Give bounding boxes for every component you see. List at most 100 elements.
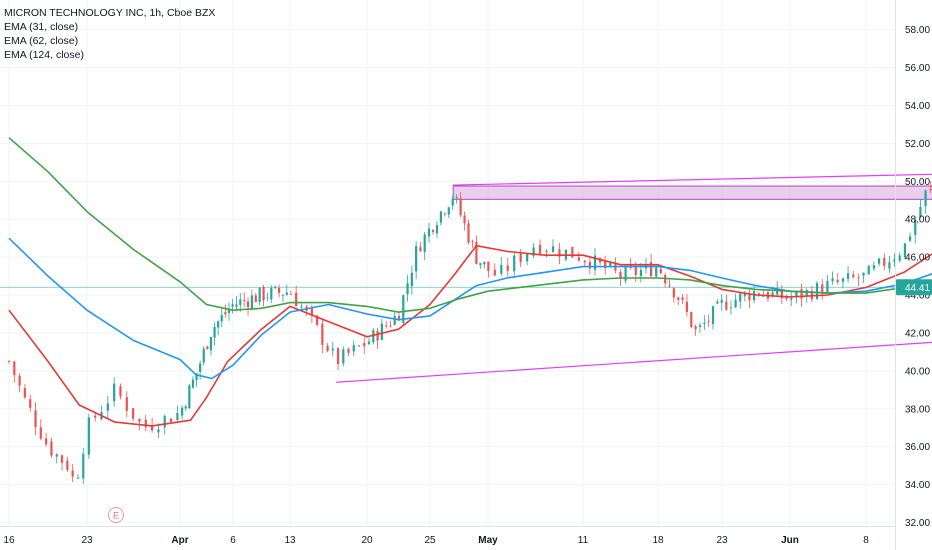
candle-body: [217, 321, 220, 328]
candle-body: [331, 348, 334, 351]
chart-legend: MICRON TECHNOLOGY INC, 1h, Cboe BZX EMA …: [4, 6, 215, 62]
candle-body: [479, 263, 482, 266]
candle-body: [34, 410, 37, 427]
candle-body: [397, 316, 401, 321]
candle-body: [795, 291, 798, 298]
candle-body: [558, 249, 561, 257]
candle-body: [39, 427, 42, 439]
candle-body: [125, 397, 128, 411]
time-tick-label: Apr: [171, 535, 188, 546]
candle-body: [295, 292, 298, 307]
candle-body: [780, 290, 783, 299]
candle-body: [435, 225, 439, 234]
candle-body: [725, 301, 728, 310]
candle-body: [639, 269, 642, 277]
candle-body: [144, 419, 147, 428]
candle-body: [23, 388, 27, 398]
candle-body: [224, 312, 227, 315]
ema-124-line: [8, 137, 932, 313]
ema-31-line: [8, 244, 932, 427]
candle-body: [883, 257, 886, 267]
candle-body: [846, 273, 850, 279]
candle-body: [771, 292, 774, 297]
candle-body: [389, 325, 392, 327]
last-price-label: 44.41: [905, 283, 930, 294]
candle-body: [372, 330, 375, 343]
price-tick-label: 44.00: [905, 291, 930, 302]
candle-body: [29, 399, 32, 408]
candle-body: [342, 349, 345, 364]
indicator-ema-62[interactable]: EMA (62, close): [4, 35, 79, 47]
candle-body: [519, 253, 522, 263]
earnings-marker: E: [108, 507, 124, 523]
price-tick-label: 46.00: [905, 253, 930, 264]
candle-body: [447, 207, 450, 215]
candle-body: [898, 255, 901, 261]
candle-body: [235, 304, 238, 307]
candle-body: [513, 255, 516, 272]
candle-body: [841, 278, 844, 282]
candle-body: [380, 323, 383, 340]
candle-body: [239, 299, 242, 306]
candle-body: [532, 247, 535, 256]
symbol-title[interactable]: MICRON TECHNOLOGY INC, 1h, Cboe BZX: [4, 7, 216, 19]
candle-body: [209, 336, 213, 351]
candle-body: [463, 215, 466, 224]
candle-body: [634, 266, 637, 275]
price-tick-label: 56.00: [905, 63, 930, 74]
candle-body: [455, 197, 458, 199]
candle-body: [113, 383, 116, 402]
price-tick-label: 42.00: [905, 328, 930, 339]
candle-body: [588, 261, 591, 269]
candle-body: [227, 309, 231, 313]
price-tick-label: 58.00: [905, 25, 930, 36]
candle-body: [285, 292, 288, 295]
candle-body: [707, 320, 710, 322]
price-tick-label: 48.00: [905, 215, 930, 226]
lower-trendline: [336, 341, 932, 383]
candle-body: [250, 295, 254, 310]
candle-body: [195, 373, 198, 381]
last-price-badge: 44.41: [896, 279, 932, 296]
candle-body: [650, 262, 653, 277]
candle-body: [867, 265, 870, 275]
candle-body: [471, 241, 474, 243]
candle-body: [169, 418, 173, 422]
candle-body: [66, 460, 69, 470]
candle-body: [720, 299, 723, 303]
candle-body: [71, 470, 74, 477]
candle-body: [677, 297, 680, 301]
candle-body: [571, 246, 574, 258]
candle-body: [281, 295, 285, 296]
candle-body: [690, 312, 693, 328]
candle-body: [419, 247, 422, 252]
last-price-background: [896, 279, 932, 296]
candle-body: [94, 415, 97, 418]
candle-body: [50, 441, 53, 456]
candle-body: [739, 293, 742, 302]
candle-body: [487, 261, 490, 271]
candle-body: [270, 288, 273, 300]
candle-body: [321, 323, 324, 345]
time-tick-label: 23: [81, 535, 93, 546]
candle-body: [289, 293, 293, 295]
candle-body: [220, 314, 223, 322]
indicator-ema-31[interactable]: EMA (31, close): [4, 21, 79, 33]
candle-body: [393, 315, 396, 325]
candle-body: [132, 408, 135, 419]
candle-body: [176, 413, 179, 421]
ema-62-line: [8, 237, 932, 380]
candle-body: [545, 251, 548, 252]
candle-body: [357, 345, 361, 347]
trendlines: [336, 173, 932, 383]
time-tick-label: 11: [578, 535, 589, 546]
candle-body: [609, 262, 612, 267]
price-tick-label: 40.00: [905, 366, 930, 377]
earnings-marker-label: E: [113, 511, 119, 521]
candle-body: [685, 301, 689, 312]
candle-body: [18, 375, 21, 386]
candle-body: [583, 260, 586, 263]
indicator-ema-124[interactable]: EMA (124, close): [4, 49, 84, 61]
candle-body: [914, 219, 917, 236]
